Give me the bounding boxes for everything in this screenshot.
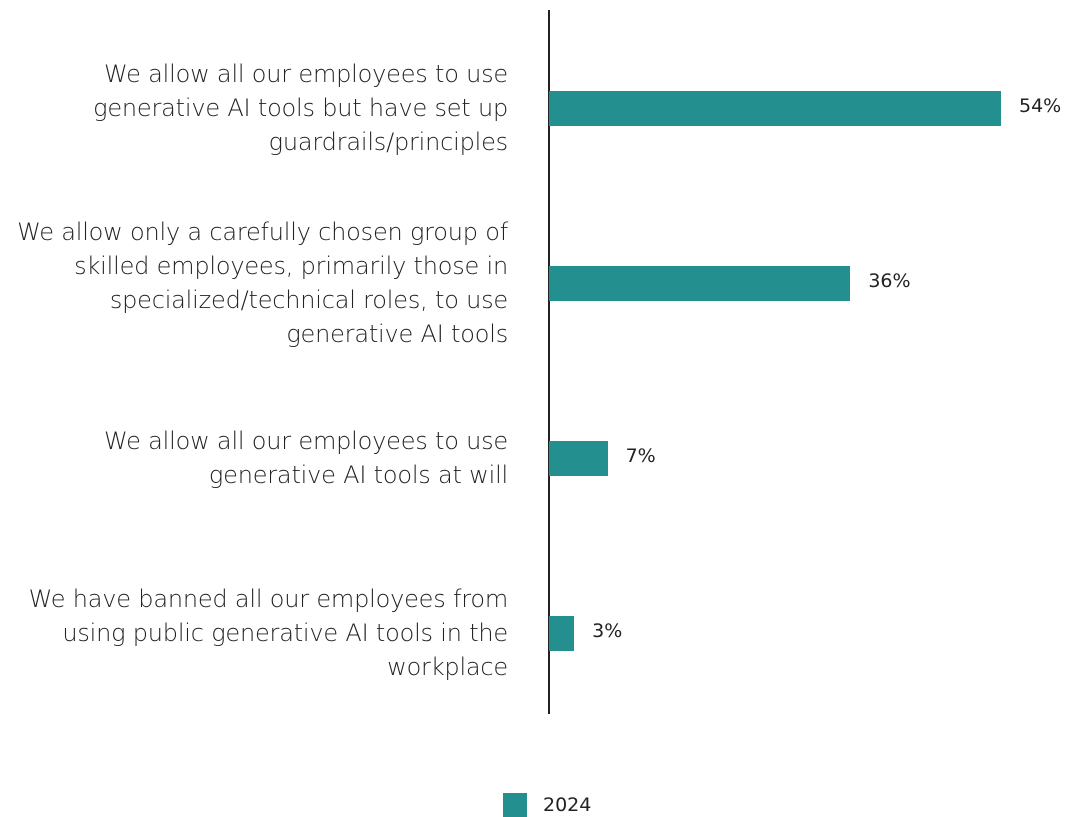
category-label-2: We allow only a carefully chosen group o… <box>0 215 508 351</box>
legend: 2024 <box>503 793 591 817</box>
legend-swatch-2024 <box>503 793 527 817</box>
category-label-line: We have banned all our employees from <box>28 585 509 613</box>
category-label-line: workplace <box>387 653 508 681</box>
category-label-1: We allow all our employees to use generat… <box>0 57 508 159</box>
data-label-3: 7% <box>625 445 656 467</box>
category-label-line: generative AI tools at will <box>208 461 508 489</box>
category-label-line: generative AI tools but have set up <box>93 94 508 122</box>
category-label-line: We allow all our employees to use <box>104 427 508 455</box>
category-label-4: We have banned all our employees from usi… <box>0 582 509 684</box>
category-label-line: using public generative AI tools in the <box>62 619 508 647</box>
data-label-4: 3% <box>592 620 623 642</box>
data-label-1: 54% <box>1019 95 1062 117</box>
bar-1 <box>549 90 1001 126</box>
category-label-line: We allow all our employees to use <box>104 60 508 88</box>
category-label-line: specialized/technical roles, to use <box>109 286 508 314</box>
category-label-line: We allow only a carefully chosen group o… <box>17 218 508 246</box>
bar-3 <box>549 440 608 476</box>
category-label-line: guardrails/principles <box>268 128 509 156</box>
data-label-2: 36% <box>868 270 911 292</box>
category-label-line: skilled employees, primarily those in <box>74 252 508 280</box>
category-label-3: We allow all our employees to use generat… <box>0 424 508 492</box>
bar-4 <box>549 615 575 651</box>
category-axis-line <box>548 10 550 714</box>
legend-label-2024: 2024 <box>543 794 592 816</box>
bar-2 <box>549 265 851 301</box>
category-label-line: generative AI tools <box>286 320 508 348</box>
